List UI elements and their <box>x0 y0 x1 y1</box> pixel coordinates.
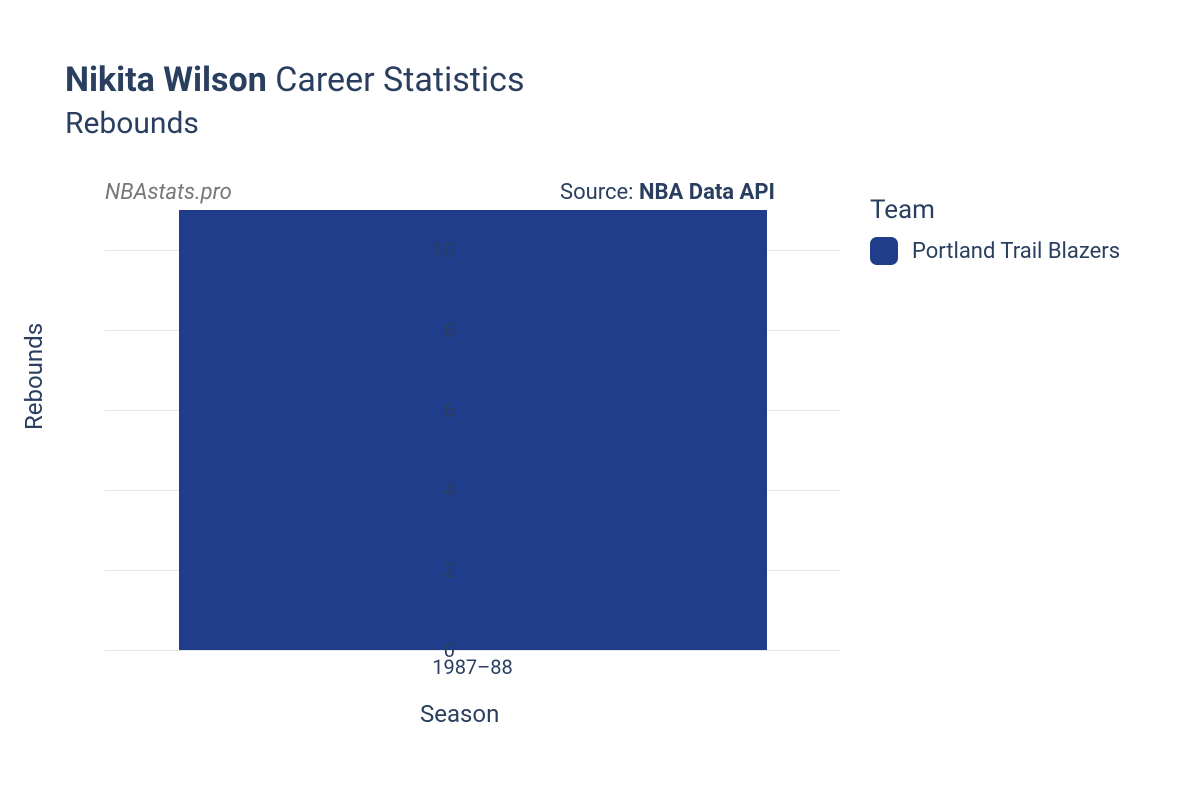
title-block: Nikita Wilson Career Statistics Rebounds <box>65 60 525 141</box>
chart-title: Nikita Wilson Career Statistics <box>65 60 525 100</box>
chart-subtitle: Rebounds <box>65 106 525 141</box>
source-prefix: Source: <box>560 180 639 205</box>
legend-label: Portland Trail Blazers <box>912 239 1120 264</box>
x-axis-label: Season <box>420 700 499 728</box>
gridline <box>105 650 840 651</box>
plot-area <box>105 210 840 650</box>
source-name: NBA Data API <box>639 180 775 205</box>
bar <box>179 210 767 650</box>
legend-swatch <box>870 237 898 265</box>
legend-title: Team <box>870 195 1120 225</box>
legend-item: Portland Trail Blazers <box>870 237 1120 265</box>
y-tick-label: 10 <box>415 238 455 262</box>
chart-container: Nikita Wilson Career Statistics Rebounds… <box>0 0 1200 800</box>
title-suffix: Career Statistics <box>275 60 524 100</box>
y-tick-label: 6 <box>415 398 455 422</box>
x-tick-label: 1987–88 <box>432 655 513 679</box>
player-name: Nikita Wilson <box>65 60 267 100</box>
y-tick-label: 8 <box>415 318 455 342</box>
y-tick-label: 4 <box>415 478 455 502</box>
y-axis-label: Rebounds <box>20 323 48 430</box>
y-tick-label: 2 <box>415 558 455 582</box>
legend: Team Portland Trail Blazers <box>870 195 1120 265</box>
source-attribution: Source: NBA Data API <box>560 180 775 205</box>
watermark: NBAstats.pro <box>105 180 232 205</box>
